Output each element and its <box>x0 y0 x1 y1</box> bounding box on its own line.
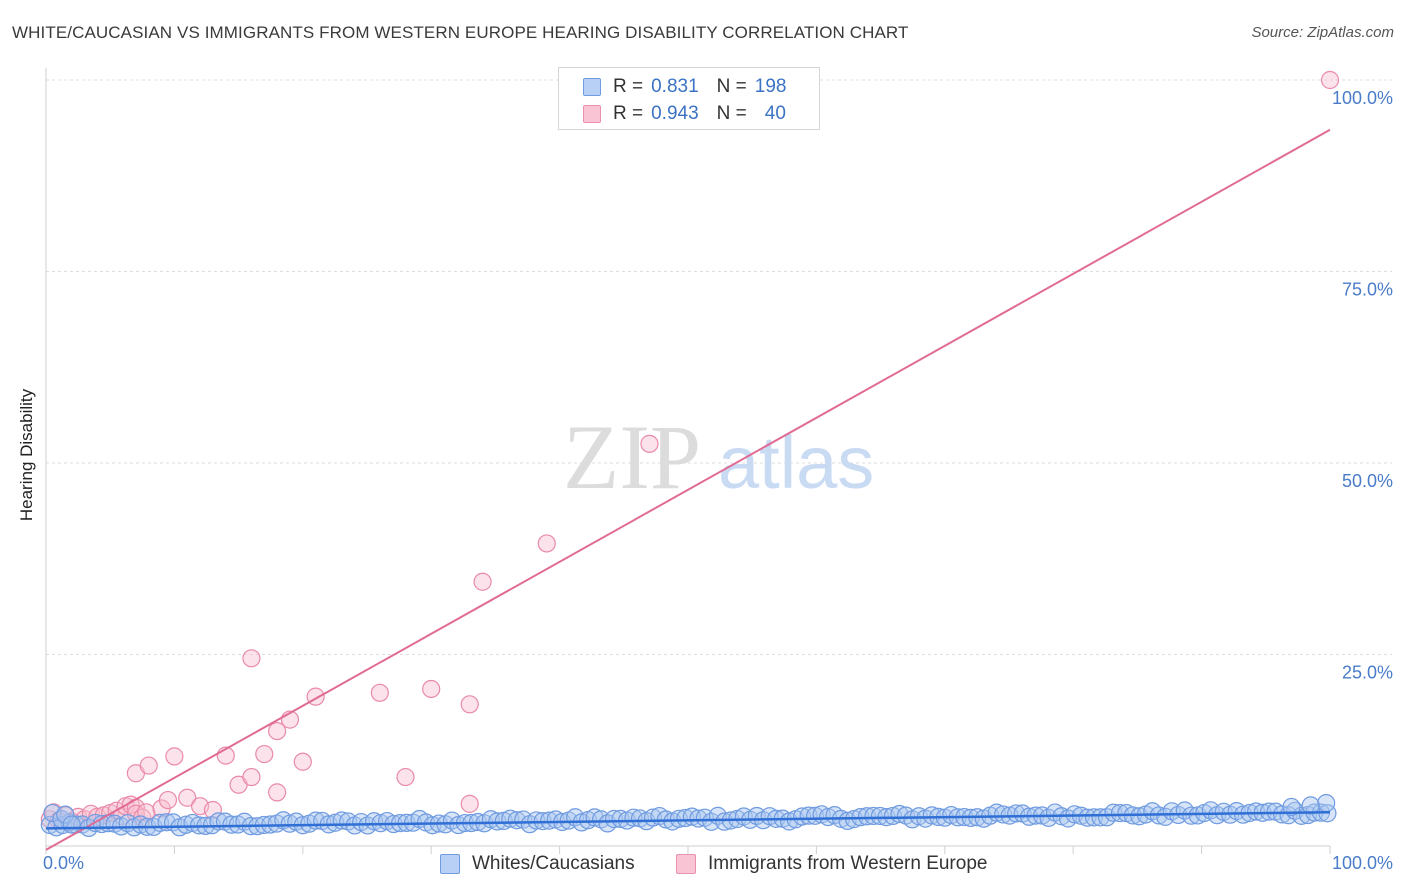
immigrants-point <box>370 683 389 702</box>
whites-point <box>540 811 559 830</box>
whites-point <box>423 816 442 835</box>
whites-point <box>611 809 630 828</box>
source-credit: Source: ZipAtlas.com <box>1251 24 1394 41</box>
x-tick-label: 0.0% <box>43 853 84 873</box>
legend-n-label: N = <box>716 76 747 97</box>
legend-r-label: R = <box>613 76 644 97</box>
correlation-legend: R = 0.831 N = 198 R = 0.943 N = 40 <box>558 67 820 130</box>
chart-title: WHITE/CAUCASIAN VS IMMIGRANTS FROM WESTE… <box>12 23 909 42</box>
legend-swatch-immigrants <box>676 854 696 874</box>
whites-trend-line <box>45 811 1331 830</box>
axes <box>45 68 1331 854</box>
immigrants-trend-line <box>45 128 1331 851</box>
whites-point <box>56 805 75 824</box>
legend-row-immigrants: R = 0.943 N = 40 <box>583 103 786 125</box>
legend-n-value: 40 <box>764 103 786 124</box>
whites-point <box>176 815 196 834</box>
immigrants-point <box>422 679 441 699</box>
legend-swatch-immigrants <box>583 105 601 123</box>
legend-label-whites: Whites/Caucasians <box>472 853 635 874</box>
legend-swatch-whites <box>583 78 601 96</box>
immigrants-point <box>460 794 479 813</box>
legend-n-label: N = <box>716 103 747 124</box>
whites-point <box>280 814 299 833</box>
whites-point <box>1301 796 1320 815</box>
whites-point <box>1282 797 1301 817</box>
immigrants-point <box>537 534 556 553</box>
immigrants-point <box>203 800 223 820</box>
legend-r-value: 0.831 <box>651 76 699 97</box>
watermark-atlas: atlas <box>718 421 874 504</box>
x-tick-label: 100.0% <box>1332 853 1393 873</box>
whites-point <box>1078 808 1097 827</box>
y-tick-label: 50.0% <box>1342 471 1393 491</box>
immigrants-point <box>178 788 197 807</box>
whites-point <box>864 806 883 826</box>
legend-swatch-whites <box>440 854 460 874</box>
whites-point <box>604 809 624 829</box>
whites-point <box>793 807 812 826</box>
immigrants-point <box>396 767 415 787</box>
whites-point <box>62 815 81 834</box>
y-tick-label: 75.0% <box>1342 280 1393 300</box>
immigrants-point <box>165 747 184 766</box>
whites-point <box>883 806 903 826</box>
immigrants-point <box>242 767 261 787</box>
y-tick-label: 25.0% <box>1342 663 1393 683</box>
bottom-legend-immigrants[interactable]: Immigrants from Western Europe <box>676 852 987 876</box>
trend-lines <box>45 128 1331 851</box>
whites-point <box>994 805 1013 824</box>
immigrants-point <box>268 783 287 802</box>
whites-point <box>1104 803 1123 822</box>
whites-point <box>1084 808 1104 827</box>
immigrants-point <box>1320 70 1340 90</box>
tick-labels: 25.0% 50.0% 75.0% 100.0% 0.0% 100.0% <box>43 88 1393 873</box>
grid-lines <box>46 79 1392 655</box>
immigrants-point <box>139 756 158 775</box>
watermark-zip: ZIP <box>563 406 701 508</box>
legend-n-value: 198 <box>754 76 787 97</box>
whites-point <box>1246 802 1266 821</box>
immigrants-point <box>640 434 659 453</box>
immigrants-point <box>473 572 492 591</box>
immigrants-point <box>268 721 287 741</box>
immigrants-point <box>460 695 479 714</box>
immigrants-point <box>293 752 312 771</box>
watermark: ZIP atlas <box>563 406 874 508</box>
y-axis-label: Hearing Disability <box>17 388 36 522</box>
legend-r-value: 0.943 <box>651 103 699 124</box>
legend-r-label: R = <box>613 103 644 124</box>
legend-row-whites: R = 0.831 N = 198 <box>583 76 786 98</box>
immigrants-point <box>158 790 178 810</box>
y-tick-label: 100.0% <box>1332 88 1393 108</box>
whites-point <box>870 806 890 826</box>
whites-point <box>676 808 695 828</box>
whites-point <box>857 807 877 826</box>
immigrants-point <box>242 649 261 668</box>
immigrants-point <box>255 744 274 764</box>
whites-point <box>1317 794 1336 813</box>
bottom-legend-whites[interactable]: Whites/Caucasians <box>440 852 635 876</box>
whites-point <box>527 811 546 830</box>
legend-label-immigrants: Immigrants from Western Europe <box>708 853 988 874</box>
